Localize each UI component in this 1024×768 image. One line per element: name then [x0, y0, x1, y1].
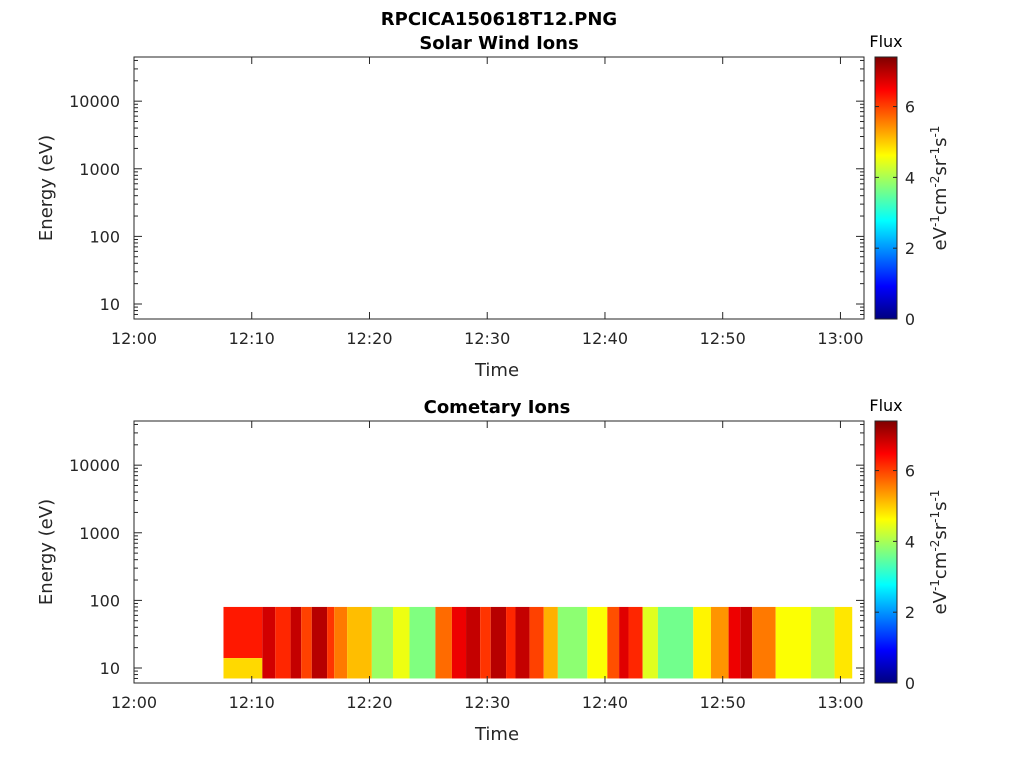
- heatmap-cell: [529, 606, 544, 679]
- y-tick-label: 10: [100, 295, 120, 314]
- heatmap-cell: [480, 606, 491, 679]
- x-tick-label: 12:50: [700, 329, 746, 348]
- heatmap-cell: [693, 606, 711, 679]
- colorbar-label: eV-1cm-2sr-1s-1: [928, 126, 951, 251]
- heatmap-cell: [628, 606, 643, 679]
- heatmap-cell: [290, 606, 302, 679]
- x-tick-label: 12:20: [346, 693, 392, 712]
- colorbar-tick-label: 6: [905, 98, 915, 117]
- colorbar-tick-label: 4: [905, 532, 915, 551]
- x-tick-label: 12:30: [464, 329, 510, 348]
- y-axis-label: Energy (eV): [36, 499, 57, 605]
- heatmap-cell: [393, 606, 410, 679]
- heatmap-cell: [451, 606, 467, 679]
- panel-solar-wind: Solar Wind Ions 12:00 12:10 12:20 12:30 12:4…: [36, 32, 951, 381]
- heatmap-cell: [607, 606, 620, 679]
- heatmap-cell: [223, 658, 263, 679]
- heatmap-cell: [740, 606, 753, 679]
- heatmap-cell: [466, 606, 481, 679]
- heatmap-cell: [311, 606, 328, 679]
- heatmap-cell: [506, 606, 516, 679]
- y-axis-label: Energy (eV): [36, 135, 57, 241]
- heatmap-cell: [811, 606, 835, 679]
- heatmap-cell: [275, 606, 291, 679]
- x-tick-label: 12:50: [700, 693, 746, 712]
- heatmap-cell: [557, 606, 588, 679]
- heatmap-cell: [752, 606, 776, 679]
- heatmap-cell: [728, 606, 741, 679]
- colorbar-ticks: 0 2 4 6: [875, 462, 915, 693]
- plot-frame: [133, 420, 865, 684]
- y-tick-label: 10: [100, 659, 120, 678]
- heatmap-cells: [223, 606, 853, 679]
- y-tick-label: 1000: [79, 524, 120, 543]
- x-tick-label: 13:00: [817, 329, 863, 348]
- heatmap-cell: [334, 606, 348, 679]
- x-tick-label: 12:10: [229, 329, 275, 348]
- colorbar-tick-label: 6: [905, 462, 915, 481]
- heatmap-cell: [435, 606, 452, 679]
- colorbar-tick-label: 2: [905, 239, 915, 258]
- x-tick-label: 12:40: [582, 329, 628, 348]
- heatmap-cell: [371, 606, 394, 679]
- heatmap-cell: [223, 606, 263, 659]
- heatmap-cell: [587, 606, 608, 679]
- heatmap-cell: [301, 606, 312, 679]
- heatmap-cell: [775, 606, 812, 679]
- panel-title: Solar Wind Ions: [419, 33, 578, 54]
- colorbar-title: Flux: [869, 396, 902, 415]
- panel-title: Cometary Ions: [424, 397, 571, 418]
- x-tick-label: 12:20: [346, 329, 392, 348]
- y-tick-label: 1000: [79, 160, 120, 179]
- y-tick-label: 100: [89, 227, 120, 246]
- x-tick-label: 13:00: [817, 693, 863, 712]
- heatmap-cell: [515, 606, 530, 679]
- heatmap-cell: [327, 606, 335, 679]
- heatmap-cell: [619, 606, 629, 679]
- colorbar-ticks: 0 2 4 6: [875, 98, 915, 329]
- colorbar-tick-label: 2: [905, 603, 915, 622]
- colorbar-tick-label: 0: [905, 674, 915, 693]
- x-tick-label: 12:10: [229, 693, 275, 712]
- y-tick-label: 10000: [69, 456, 120, 475]
- x-axis-label: Time: [474, 360, 519, 381]
- heatmap-cell: [543, 606, 558, 679]
- heatmap-cell: [262, 606, 276, 679]
- panel-cometary: Cometary Ions 12:00 12:10 12:20 12:30 12:40 1…: [36, 396, 951, 745]
- colorbar-title: Flux: [869, 32, 902, 51]
- figure-title: RPCICA150618T12.PNG: [381, 9, 617, 30]
- heatmap-cell: [347, 606, 372, 679]
- axes: 12:00 12:10 12:20 12:30 12:40 12:50 13:00 10 100…: [69, 57, 864, 348]
- heatmap-cell: [490, 606, 507, 679]
- y-tick-label: 10000: [69, 92, 120, 111]
- x-tick-label: 12:00: [111, 329, 157, 348]
- heatmap-cell: [642, 606, 658, 679]
- heatmap-cell: [409, 606, 436, 679]
- heatmap-cell: [710, 606, 729, 679]
- colorbar: [874, 56, 898, 320]
- x-tick-label: 12:40: [582, 693, 628, 712]
- colorbar-tick-label: 4: [905, 168, 915, 187]
- y-tick-label: 100: [89, 591, 120, 610]
- heatmap-cell: [834, 606, 853, 679]
- plot-area: [133, 56, 865, 320]
- heatmap-cell: [657, 606, 694, 679]
- x-tick-label: 12:30: [464, 693, 510, 712]
- colorbar: [874, 420, 898, 684]
- colorbar-label: eV-1cm-2sr-1s-1: [928, 490, 951, 615]
- colorbar-tick-label: 0: [905, 310, 915, 329]
- x-tick-label: 12:00: [111, 693, 157, 712]
- x-axis-label: Time: [474, 724, 519, 745]
- axes: 12:00 12:10 12:20 12:30 12:40 12:50 13:00 10 100…: [69, 421, 864, 712]
